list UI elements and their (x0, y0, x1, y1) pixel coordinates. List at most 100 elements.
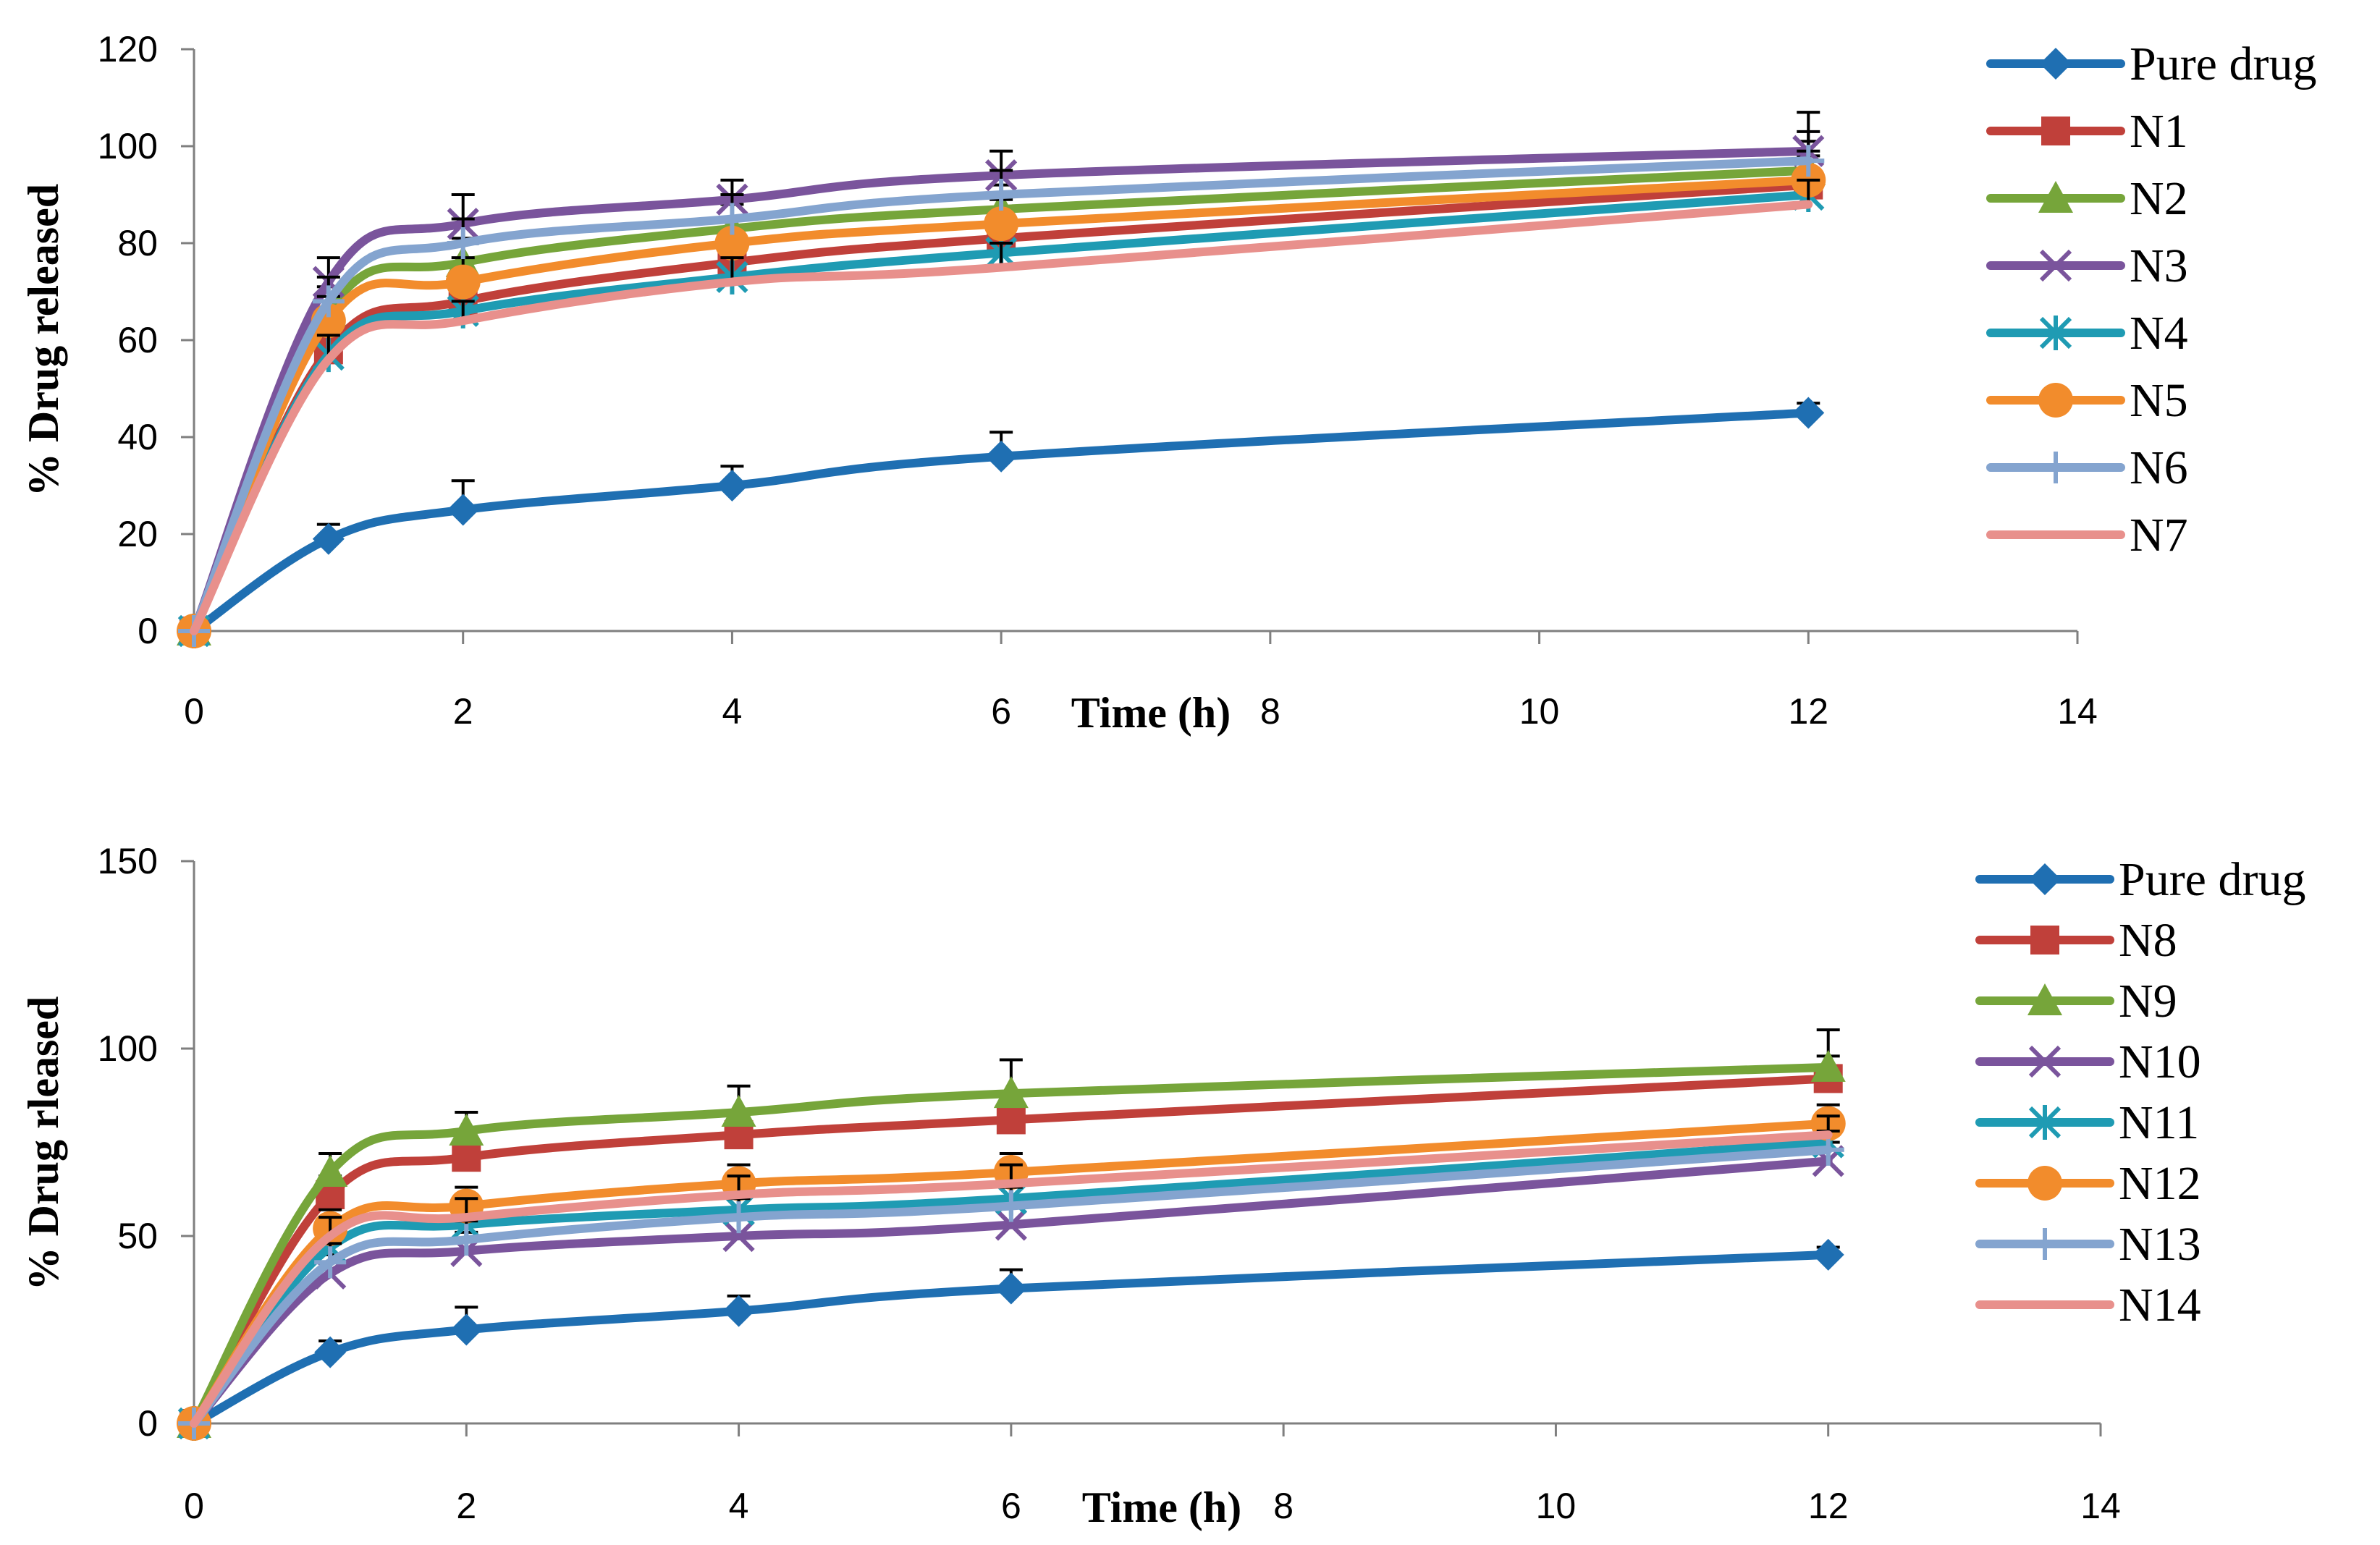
legend-swatch-marker (2038, 181, 2073, 213)
marker-stroke (2039, 249, 2072, 282)
data-point (450, 1224, 483, 1256)
data-point (722, 1219, 755, 1253)
data-point (447, 227, 479, 259)
data-point (312, 522, 345, 555)
legend-label: N2 (2130, 172, 2188, 225)
y-tick-label: 0 (138, 1403, 158, 1444)
y-tick-label: 50 (117, 1216, 158, 1256)
y-tick-label: 0 (138, 611, 158, 651)
legend-item: N7 (1986, 509, 2188, 562)
data-point (716, 203, 748, 235)
legend: Pure drug N8 N9 N10 N11 N12 N13 N14 (1975, 853, 2305, 1332)
marker-stroke (722, 1219, 755, 1253)
x-tick-label: 2 (456, 1486, 476, 1526)
x-tick-label: 12 (1788, 691, 1828, 732)
series-line (190, 200, 1813, 635)
series-n14 (190, 1114, 1840, 1428)
legend-item: N8 (1975, 914, 2177, 967)
data-point (995, 1209, 1027, 1241)
legend-label: N7 (2130, 509, 2188, 562)
data-point (1812, 1238, 1844, 1271)
legend-item: N2 (1986, 172, 2188, 225)
data-point (1792, 397, 1825, 429)
legend-label: N1 (2130, 105, 2188, 158)
series-line (190, 156, 1813, 635)
data-point (714, 226, 750, 261)
legend-label: N13 (2119, 1218, 2201, 1271)
legend-label: Pure drug (2130, 38, 2316, 90)
data-point (984, 206, 1019, 242)
y-tick-label: 120 (98, 29, 158, 69)
x-tick-label: 10 (1536, 1486, 1577, 1526)
legend-item: N11 (1975, 1096, 2199, 1149)
data-point (985, 440, 1018, 473)
series-line (190, 175, 1813, 635)
legend-label: N10 (2119, 1036, 2201, 1088)
series-n9 (177, 1028, 1846, 1438)
legend-label: N14 (2119, 1279, 2201, 1332)
data-point (314, 1336, 347, 1368)
legend-label: Pure drug (2119, 853, 2305, 906)
y-tick-label: 80 (117, 223, 158, 263)
legend-item: N9 (1975, 975, 2177, 1028)
plot-area (177, 111, 1826, 648)
data-point (995, 1190, 1027, 1222)
series-pure-drug (178, 397, 1825, 647)
legend: Pure drug N1 N2 N3 N4 N5 N6 N7 (1986, 38, 2316, 562)
data-point (312, 285, 345, 318)
x-tick-label: 6 (991, 691, 1011, 732)
data-point (1792, 145, 1825, 177)
data-point (721, 1095, 756, 1127)
data-point (995, 1272, 1027, 1305)
x-tick-label: 10 (1519, 691, 1560, 732)
legend-label: N6 (2130, 441, 2188, 494)
legend-label: N4 (2130, 307, 2188, 360)
marker-stroke (2028, 1045, 2062, 1078)
legend-label: N5 (2130, 374, 2188, 427)
data-point (452, 1143, 481, 1172)
legend-swatch-marker (2028, 1105, 2062, 1140)
legend-swatch-marker (2039, 316, 2072, 350)
legend-swatch-marker (2040, 452, 2072, 483)
chart-top: 0 20 40 60 80 100 120 0 2 4 6 8 10 12 14 Time (h) % Drug… (20, 29, 2316, 737)
legend-swatch-marker (2038, 383, 2073, 418)
legend-swatch-marker (2029, 863, 2061, 895)
y-tick-label: 100 (98, 1028, 158, 1069)
legend-label: N9 (2119, 975, 2177, 1028)
legend-item: N13 (1975, 1218, 2201, 1271)
legend-swatch-marker (2027, 1166, 2062, 1201)
data-point (313, 1154, 348, 1187)
x-tick-label: 14 (2057, 691, 2098, 732)
series-line (190, 1130, 1833, 1428)
legend-swatch-marker (2027, 983, 2062, 1015)
legend-label: N3 (2130, 240, 2188, 292)
x-tick-label: 0 (184, 1486, 204, 1526)
series-n7 (190, 178, 1820, 635)
legend-swatch-marker (2030, 926, 2059, 954)
legend-swatch-marker (2041, 117, 2070, 145)
data-point (1812, 1133, 1844, 1166)
x-axis-title: Time (h) (1071, 689, 1231, 737)
series-pure-drug (178, 1238, 1844, 1439)
y-tick-label: 150 (98, 841, 158, 881)
data-point (445, 264, 481, 300)
series-line (190, 146, 1813, 635)
data-point (716, 470, 748, 501)
data-point (314, 1246, 347, 1279)
y-axis-title: % Drug rleased (20, 996, 67, 1291)
x-tick-label: 8 (1273, 1486, 1294, 1526)
y-tick-label: 100 (98, 126, 158, 166)
series-n8 (180, 1054, 1843, 1438)
axes: 0 50 100 150 0 2 4 6 8 10 12 14 (98, 841, 2121, 1526)
legend-item: N4 (1986, 307, 2188, 360)
legend-swatch-marker (2040, 48, 2072, 80)
data-point (1810, 1049, 1846, 1082)
legend-item: N10 (1975, 1036, 2201, 1088)
legend-swatch-marker (2028, 1045, 2062, 1078)
data-point (722, 1295, 755, 1327)
legend-item: N12 (1975, 1157, 2201, 1210)
chart-bottom: 0 50 100 150 0 2 4 6 8 10 12 14 Time (h) % Drug rleas… (20, 841, 2305, 1531)
data-point (996, 1105, 1026, 1135)
marker-stroke (995, 1209, 1027, 1241)
legend-swatch-marker (2039, 249, 2072, 282)
